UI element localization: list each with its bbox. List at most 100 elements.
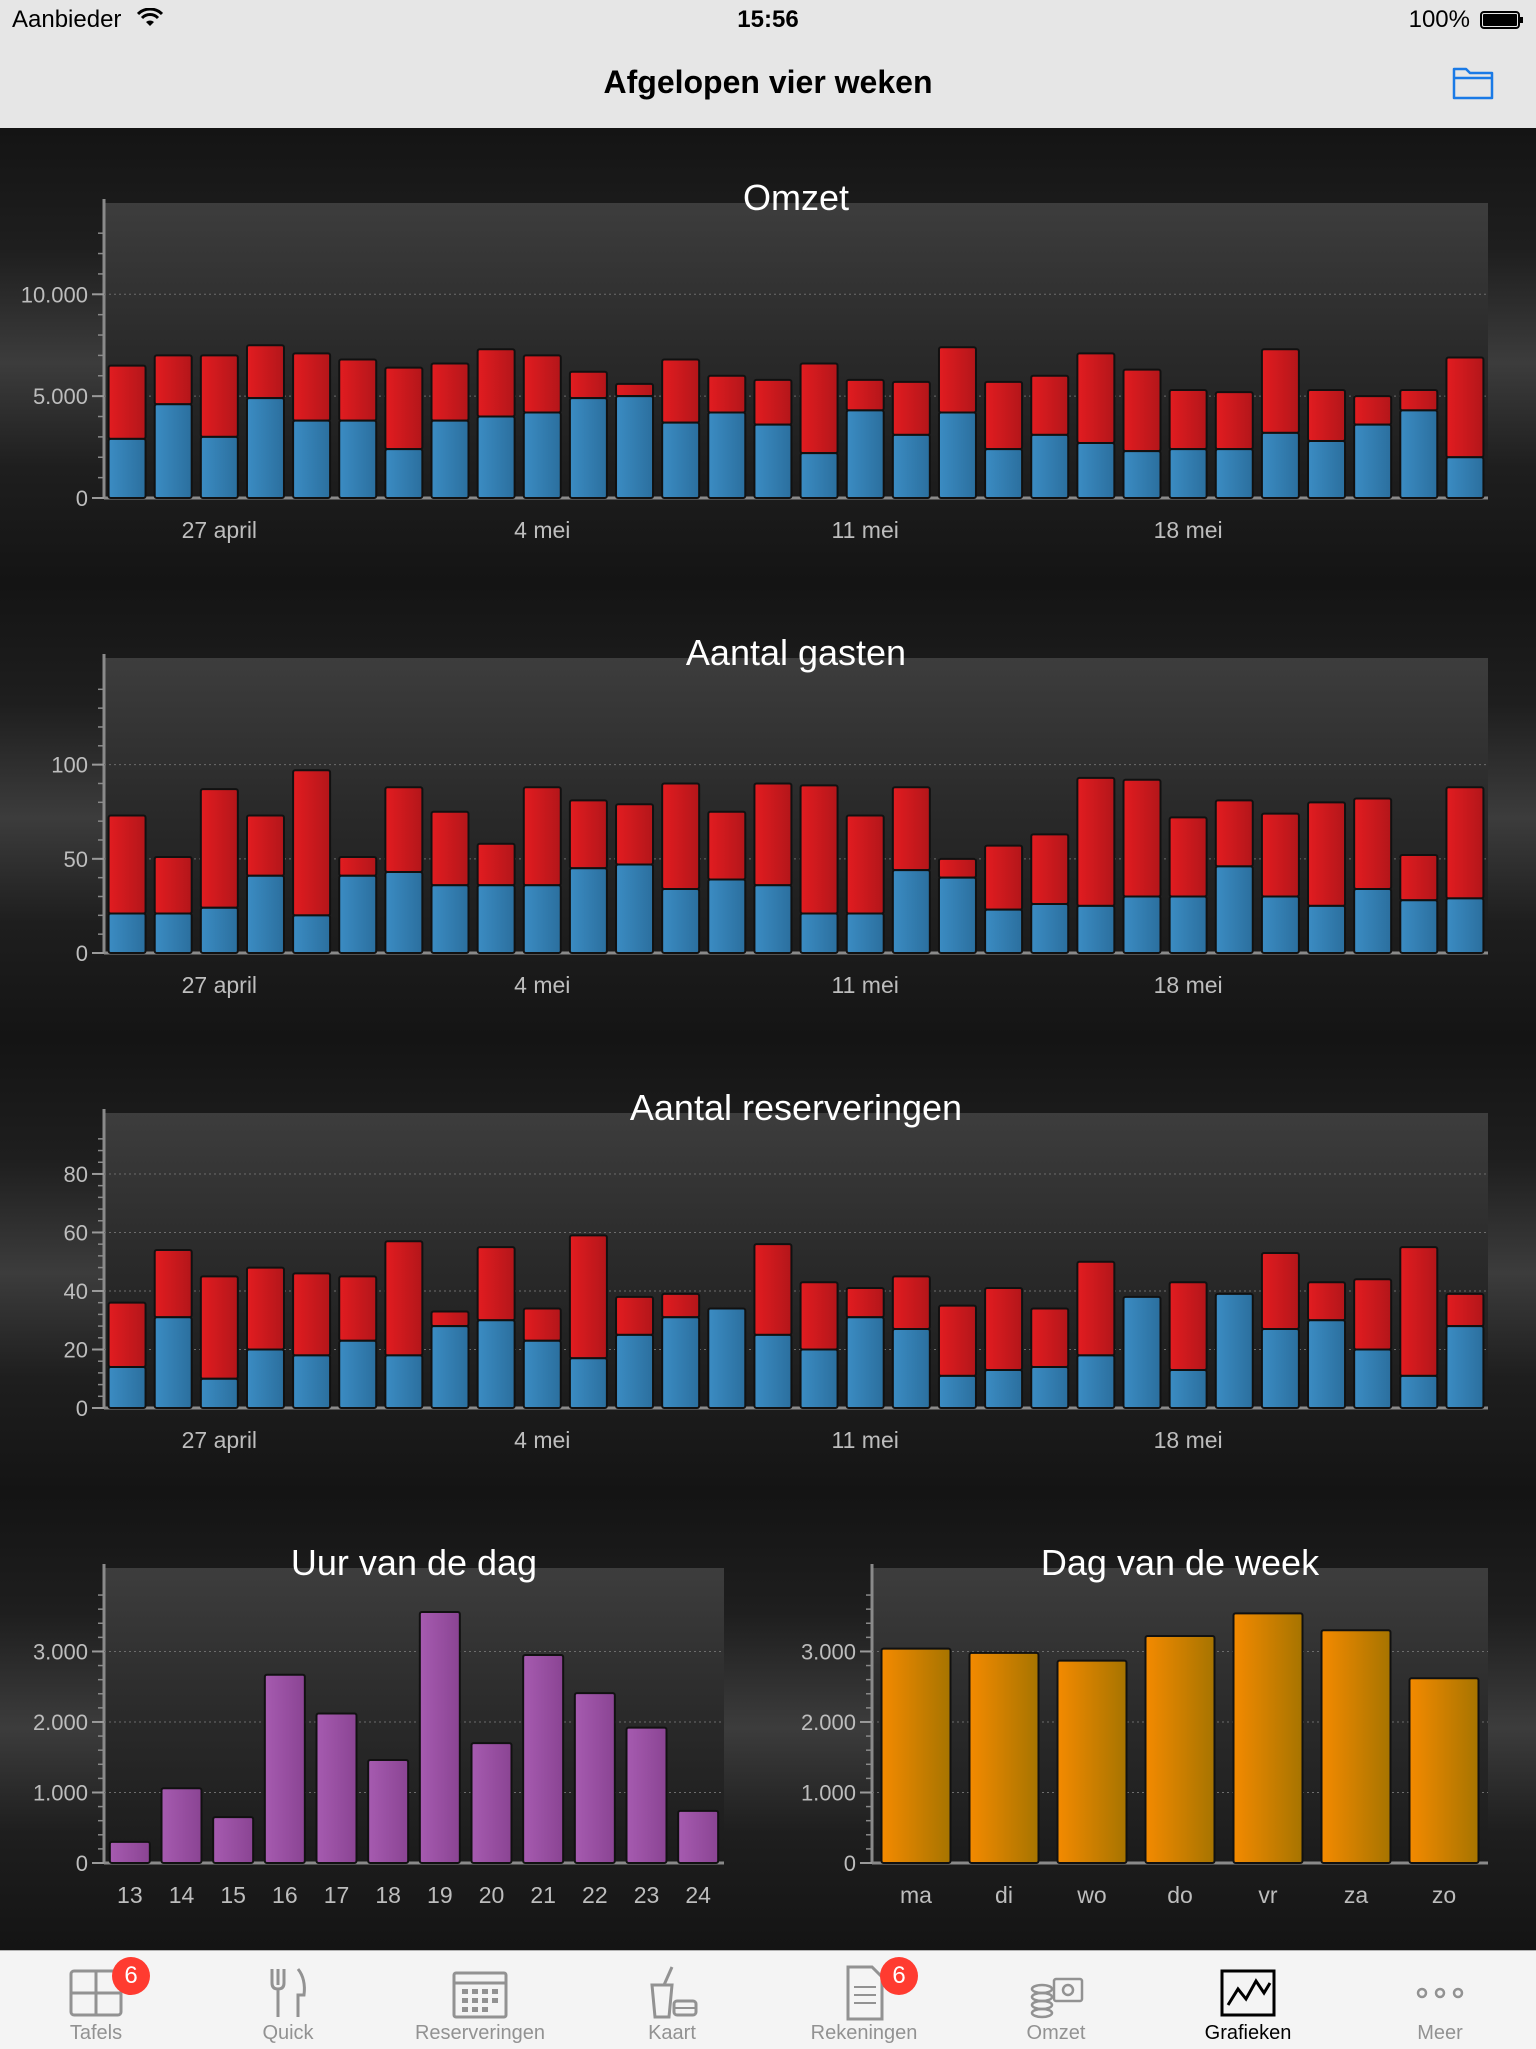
bar-segment-red — [568, 370, 608, 400]
bar-segment-blue — [568, 867, 608, 954]
bar-segment-red — [430, 362, 470, 422]
bar-segment-blue — [1399, 899, 1439, 955]
bar-segment-blue — [522, 1339, 562, 1409]
dag-chart: 0 1.000 2.000 3.000 Dag van de week ma di wo do v… — [768, 1493, 1536, 1923]
bar-segment-red — [1307, 389, 1347, 442]
charts-scroll-area[interactable]: 0 5.000 10.000 Omzet 27 april 4 mei 11 mei 18 m… — [0, 128, 1536, 1950]
bar-segment-red — [107, 814, 147, 915]
tab-quick[interactable]: Quick — [192, 1951, 384, 2049]
plot-area — [104, 658, 1488, 953]
tab-kaart[interactable]: Kaart — [576, 1951, 768, 2049]
plot-area — [104, 203, 1488, 498]
x-tick-label: 18 — [375, 1882, 401, 1908]
bar-segment-red — [384, 786, 424, 874]
clock: 15:56 — [737, 6, 799, 33]
bar-segment-red — [1214, 799, 1254, 868]
bar-segment-blue — [1307, 1319, 1347, 1409]
bar-segment-red — [384, 1240, 424, 1357]
bar-segment-blue — [199, 1377, 239, 1410]
x-tick-label: zo — [1432, 1882, 1456, 1908]
bar-segment-red — [707, 810, 747, 881]
y-tick-label: 40 — [64, 1279, 88, 1304]
bar-segment-red — [430, 810, 470, 887]
tab-label: Tafels — [69, 2022, 123, 2044]
y-tick-label: 0 — [844, 1851, 856, 1876]
bar-segment-red — [799, 362, 839, 455]
bar-segment-red — [1076, 1260, 1116, 1357]
bar-segment-blue — [1214, 865, 1254, 955]
y-tick-label: 100 — [51, 753, 88, 778]
bar-segment-red — [661, 1292, 701, 1319]
bar-segment-blue — [430, 884, 470, 954]
y-tick-label: 1.000 — [33, 1780, 88, 1805]
bar-segment-blue — [1353, 423, 1393, 499]
tab-reserveringen[interactable]: Reserveringen — [384, 1951, 576, 2049]
bar-segment-red — [1076, 352, 1116, 445]
bar-segment-blue — [984, 1368, 1024, 1409]
plot-area — [104, 1113, 1488, 1408]
bar-segment-blue — [937, 876, 977, 954]
tab-omzet[interactable]: Omzet — [960, 1951, 1152, 2049]
bar — [1056, 1659, 1128, 1864]
bar-segment-red — [661, 358, 701, 424]
bar-segment-blue — [199, 906, 239, 955]
bar-segment-red — [1445, 356, 1485, 459]
tab-tafels[interactable]: 6 Tafels — [0, 1951, 192, 2049]
bar-segment-red — [799, 1281, 839, 1351]
bar-segment-blue — [476, 884, 516, 954]
bar-segment-red — [1030, 1307, 1070, 1369]
bar-segment-blue — [338, 1339, 378, 1409]
x-tick-label: 27 april — [182, 517, 257, 543]
bar-segment-red — [476, 348, 516, 418]
menu-card-icon — [650, 1966, 698, 2019]
bar-segment-blue — [1445, 456, 1485, 499]
bar-segment-blue — [245, 1348, 285, 1409]
bar-segment-blue — [845, 912, 885, 954]
x-tick-label: 22 — [582, 1882, 608, 1908]
bar-segment-blue — [891, 433, 931, 499]
bar-segment-red — [153, 1249, 193, 1319]
bar-segment-blue — [661, 887, 701, 954]
bar-segment-blue — [1168, 1368, 1208, 1409]
bar — [263, 1673, 306, 1864]
bar-segment-red — [1353, 797, 1393, 890]
bar-segment-blue — [292, 419, 332, 499]
x-tick-label: 11 mei — [832, 972, 899, 998]
tab-grafieken[interactable]: Grafieken — [1152, 1951, 1344, 2049]
tab-meer[interactable]: Meer — [1344, 1951, 1536, 2049]
y-tick-label: 50 — [64, 847, 88, 872]
bar-segment-blue — [107, 437, 147, 500]
y-tick-label: 10.000 — [21, 282, 88, 307]
bar-segment-red — [1214, 391, 1254, 451]
bar-segment-blue — [707, 411, 747, 500]
bar-segment-red — [1353, 1278, 1393, 1351]
bar-segment-blue — [707, 878, 747, 955]
bar-segment-red — [199, 354, 239, 438]
x-tick-label: vr — [1258, 1882, 1278, 1908]
x-tick-label: 18 mei — [1154, 517, 1223, 543]
bar-segment-blue — [568, 397, 608, 499]
bar-segment-red — [522, 1307, 562, 1342]
bar-segment-blue — [476, 415, 516, 500]
x-tick-label: 17 — [324, 1882, 350, 1908]
bar-segment-red — [338, 1275, 378, 1342]
tab-rekeningen[interactable]: 6 Rekeningen — [768, 1951, 960, 2049]
bar-segment-red — [522, 786, 562, 887]
tafels-badge: 6 — [112, 1957, 150, 1995]
battery-icon — [1480, 11, 1523, 29]
bar-segment-red — [615, 382, 655, 398]
bar — [880, 1647, 952, 1864]
y-tick-label: 0 — [76, 941, 88, 966]
bar-segment-red — [476, 1246, 516, 1322]
bar — [522, 1653, 565, 1864]
bar-segment-red — [891, 1275, 931, 1331]
bar-segment-red — [245, 344, 285, 400]
y-tick-label: 3.000 — [33, 1639, 88, 1664]
folder-icon[interactable] — [1451, 60, 1495, 104]
bar-segment-blue — [245, 397, 285, 499]
bar-segment-red — [1122, 778, 1162, 898]
bar-segment-blue — [891, 869, 931, 954]
gasten-chart: 0 50 100 Aantal gasten 27 april 4 mei 11 mei 18… — [0, 583, 1536, 1013]
tab-label: Rekeningen — [810, 2022, 918, 2044]
bar-segment-red — [1399, 854, 1439, 902]
